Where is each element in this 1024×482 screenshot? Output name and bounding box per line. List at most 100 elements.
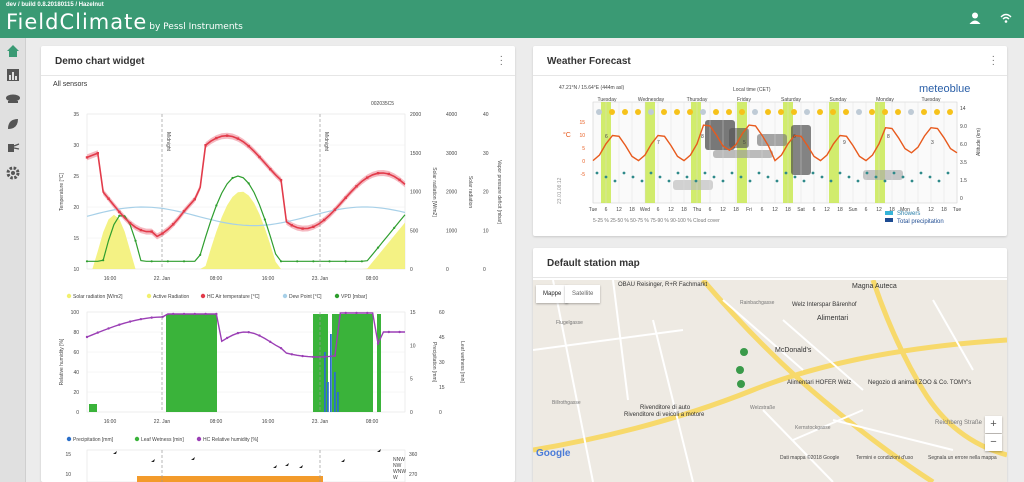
y-tick: 0: [410, 410, 413, 416]
temp-tick: 15: [579, 120, 585, 126]
dir-label: NNW: [393, 457, 405, 463]
vpd-point: [393, 226, 396, 229]
map-canvas[interactable]: [533, 280, 1007, 482]
y-tick: 20: [73, 390, 79, 396]
vpd-point: [102, 259, 105, 262]
forecast-temp-label: 7: [657, 140, 660, 146]
weather-icon: [661, 109, 667, 115]
temperature-point: [322, 218, 326, 222]
vpd-point: [360, 260, 363, 263]
legend-item[interactable]: Precipitation [mm]: [73, 437, 114, 443]
forecast-day: Saturday: [781, 97, 802, 103]
home-icon[interactable]: [5, 43, 21, 59]
solar-radiation-area: [87, 191, 405, 269]
altitude-tick: 6.0: [960, 142, 967, 148]
wifi-signal-icon[interactable]: [999, 11, 1013, 25]
station-id: 002035C5: [371, 101, 394, 107]
y-tick: 0: [76, 410, 79, 416]
wind-marker: [694, 179, 698, 183]
sprayer-icon[interactable]: [5, 140, 21, 156]
temperature-point: [387, 172, 391, 176]
wind-marker: [739, 175, 743, 179]
legend-marker: [200, 293, 206, 299]
y-tick: 4000: [446, 112, 457, 118]
weather-icon: [908, 109, 914, 115]
legend-item[interactable]: Dew Point [°C]: [289, 294, 322, 300]
cloud-cover: [729, 128, 749, 148]
legend-item[interactable]: VPD [mbar]: [341, 294, 367, 300]
temperature-point: [258, 155, 261, 159]
dir-label: NW: [393, 463, 402, 469]
map-report-link[interactable]: Segnala un errore nella mappa: [928, 455, 997, 461]
leaf-icon[interactable]: [5, 116, 21, 132]
temperature-point: [150, 230, 153, 233]
map-label: OBAU Reisinger, R+R Fachmarkt: [618, 282, 708, 288]
y-tick: 1500: [410, 151, 421, 157]
temperature-point: [107, 197, 110, 200]
legend-marker: [146, 293, 152, 299]
weather-station-icon[interactable]: [5, 91, 21, 107]
forecast-temp-label: 6: [605, 134, 608, 140]
weather-icon: [895, 109, 901, 115]
weather-icon: [609, 109, 615, 115]
forecast-day: Wednesday: [638, 97, 665, 103]
forecast-day: Thursday: [687, 97, 708, 103]
bar-chart-icon[interactable]: [5, 67, 21, 83]
map-label: Alimentari: [817, 315, 849, 322]
temperature-point: [269, 167, 272, 171]
app-logo[interactable]: FieldClimate by Pessl Instruments: [6, 10, 243, 34]
y-tick: 1000: [410, 190, 421, 196]
satellite-view-button[interactable]: Satellite: [565, 285, 601, 303]
y-tick: 30: [483, 151, 489, 157]
legend-item[interactable]: HC Air temperature [°C]: [207, 294, 260, 300]
map-terms-link[interactable]: Termini e condizioni d'uso: [856, 455, 914, 461]
temp-tick: -5: [581, 172, 586, 178]
wind-marker: [865, 171, 869, 175]
map-label: Negozio di animali ZOO & Co. TOMY's: [868, 380, 972, 386]
wind-marker: [658, 175, 662, 179]
wind-marker: [883, 179, 887, 183]
widget-title: Demo chart widget: [55, 56, 145, 67]
map-view-button[interactable]: Mappe: [536, 285, 569, 303]
y-tick: 0: [483, 267, 486, 273]
legend-item[interactable]: Active Radiation: [153, 294, 189, 300]
legend-item[interactable]: Leaf Wetness [min]: [141, 437, 184, 443]
wind-marker: [604, 175, 608, 179]
more-menu-icon[interactable]: · · ·: [499, 51, 503, 70]
zoom-out-button[interactable]: −: [985, 434, 1002, 451]
forecast-hour: 6: [709, 207, 712, 213]
forecast-hour: 12: [616, 207, 622, 213]
coords: 47.21°N / 15.64°E (444m asl): [559, 85, 624, 91]
x-tick: 08:00: [210, 276, 223, 282]
x-tick: 16:00: [104, 276, 117, 282]
y-tick: 30: [73, 143, 79, 149]
temperature-point: [161, 232, 164, 235]
y-tick: 25: [73, 174, 79, 180]
zoom-in-button[interactable]: +: [985, 416, 1002, 433]
forecast-hour: 18: [681, 207, 687, 213]
y-tick: 15: [439, 385, 445, 391]
legend-item[interactable]: HC Relative humidity [%]: [203, 437, 259, 443]
cloud-legend: 5-25 % 25-50 % 50-75 % 75-90 % 90-100 % …: [593, 218, 720, 224]
forecast-hour: 18: [629, 207, 635, 213]
temperature-point: [128, 221, 132, 225]
x-tick: 22. Jan: [154, 276, 171, 282]
card-header: [41, 46, 515, 76]
wind-marker: [613, 179, 617, 183]
temperature-point: [225, 134, 229, 137]
vpd-point: [312, 260, 315, 263]
legend-marker: [196, 436, 202, 442]
gear-icon[interactable]: [5, 165, 21, 181]
weather-icon: [778, 109, 784, 115]
forecast-hour: Mon: [900, 207, 910, 213]
wind-marker: [676, 171, 680, 175]
card-header: [533, 46, 1007, 76]
wind-marker: [937, 179, 941, 183]
wind-marker: [730, 171, 734, 175]
dir-label: W: [393, 475, 398, 481]
user-icon[interactable]: [968, 11, 982, 25]
temperature-point: [290, 224, 294, 227]
legend-item[interactable]: Solar radiation [W/m2]: [73, 294, 123, 300]
altitude-label: Altitude (km): [976, 128, 982, 156]
more-menu-icon[interactable]: · · ·: [991, 51, 995, 70]
